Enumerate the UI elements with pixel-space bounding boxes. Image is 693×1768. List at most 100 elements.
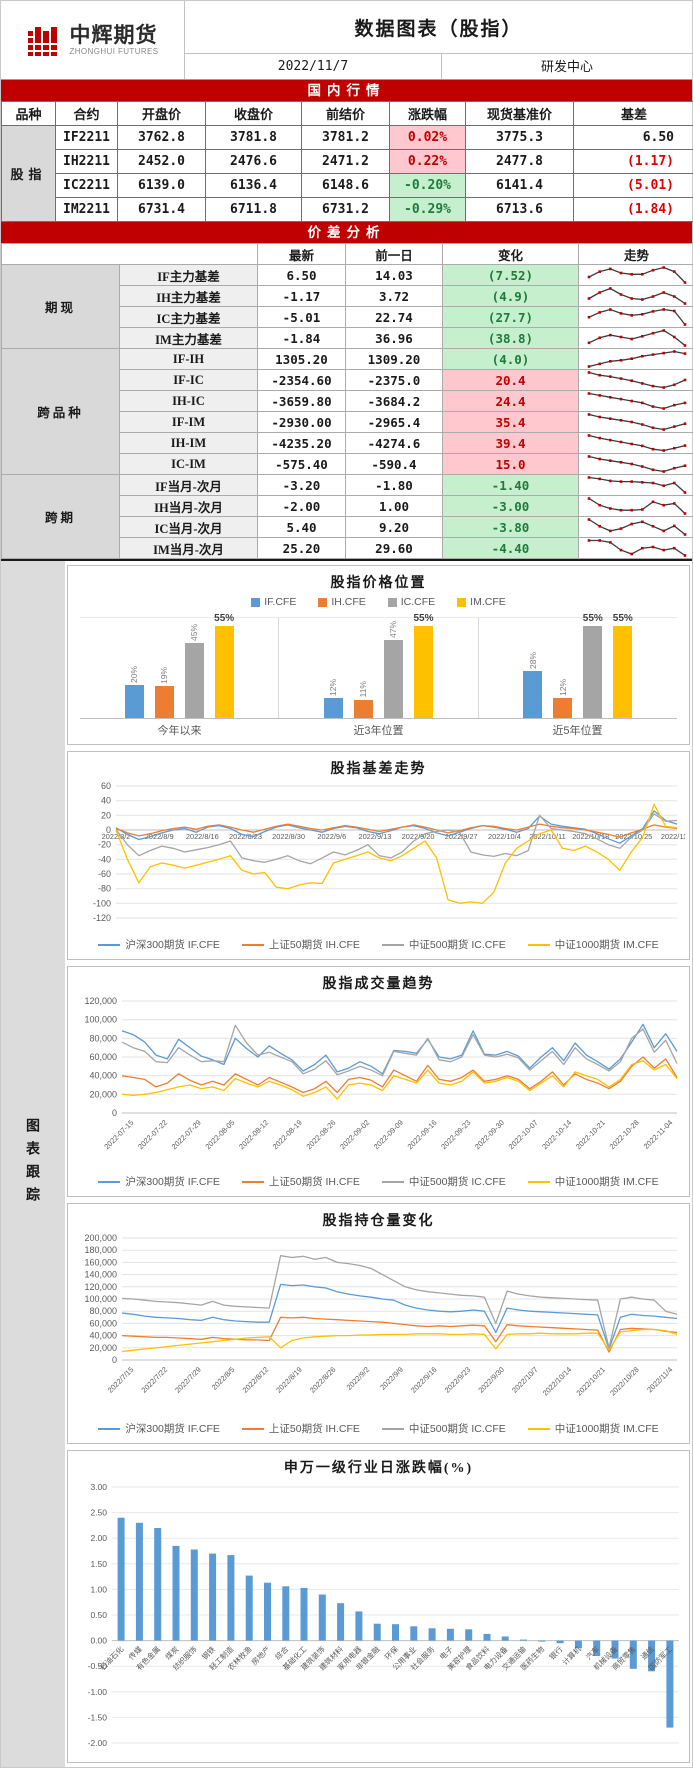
legend-item: IC.CFE	[388, 596, 435, 608]
svg-text:房地产: 房地产	[249, 1644, 272, 1667]
cell-change: (38.8)	[443, 328, 579, 349]
sparkline-trend	[587, 496, 687, 516]
legend-item: IF.CFE	[251, 596, 296, 608]
price-position-categories: 今年以来近3年位置近5年位置	[80, 719, 677, 738]
cell-close: 6136.4	[206, 174, 302, 198]
cell-spread-name: IF-IH	[120, 349, 258, 370]
cell-open: 2452.0	[118, 150, 206, 174]
bar: 55%	[583, 626, 602, 718]
cell-change: -3.00	[443, 496, 579, 517]
legend-line-swatch	[242, 944, 264, 946]
cell-spread-name: IM主力基差	[120, 328, 258, 349]
cell-change: (4.9)	[443, 286, 579, 307]
bar-value-label: 12%	[329, 679, 338, 696]
legend-item: 中证500期货 IC.CFE	[382, 937, 506, 952]
cell-latest: -5.01	[258, 307, 346, 328]
category-label: 近3年位置	[279, 719, 478, 738]
svg-text:80,000: 80,000	[89, 1306, 117, 1316]
cell-change: -0.20%	[390, 174, 466, 198]
svg-text:2022-09-30: 2022-09-30	[473, 1118, 506, 1151]
cell-trend	[579, 349, 693, 370]
cell-change: -3.80	[443, 517, 579, 538]
cell-basis: (5.01)	[574, 174, 693, 198]
svg-text:60,000: 60,000	[89, 1052, 117, 1062]
sparkline-trend	[587, 433, 687, 453]
legend-item: 上证50期货 IH.CFE	[242, 1421, 360, 1436]
bar-group: 28%12%55%55%	[478, 618, 677, 718]
svg-text:2022/10/4: 2022/10/4	[488, 832, 521, 841]
svg-text:2022/9/2: 2022/9/2	[344, 1365, 371, 1392]
cell-change: (7.52)	[443, 265, 579, 286]
bar: 55%	[414, 626, 433, 718]
svg-text:-1.50: -1.50	[88, 1712, 108, 1722]
svg-text:2022-11-04: 2022-11-04	[642, 1118, 675, 1151]
legend-label: IC.CFE	[401, 596, 435, 608]
svg-text:2022-10-07: 2022-10-07	[507, 1118, 540, 1151]
cell-trend	[579, 538, 693, 559]
research-dept: 研发中心	[441, 54, 692, 79]
legend-item: 中证500期货 IC.CFE	[382, 1174, 506, 1189]
svg-text:3.00: 3.00	[90, 1482, 107, 1492]
group-label-cell: 跨期	[2, 475, 120, 559]
company-name-cn: 中辉期货	[69, 24, 158, 47]
cell-spot: 3775.3	[466, 126, 574, 150]
cell-prev-settle: 6148.6	[302, 174, 390, 198]
svg-text:2022/8/5: 2022/8/5	[210, 1365, 237, 1392]
svg-text:2022/7/29: 2022/7/29	[173, 1365, 203, 1395]
cell-spread-name: IH当月-次月	[120, 496, 258, 517]
legend-swatch	[318, 598, 327, 607]
sparkline-trend	[587, 475, 687, 495]
legend-label: 沪深300期货 IF.CFE	[125, 1174, 220, 1189]
cell-spread-name: IM当月-次月	[120, 538, 258, 559]
table-header-row: 品种合约开盘价收盘价前结价涨跌幅现货基准价基差	[2, 102, 693, 126]
sparkline-trend	[587, 265, 687, 285]
cell-spread-name: IH-IM	[120, 433, 258, 454]
cell-latest: 25.20	[258, 538, 346, 559]
cell-spread-name: IH-IC	[120, 391, 258, 412]
sparkline-trend	[587, 517, 687, 537]
cell-latest: 1305.20	[258, 349, 346, 370]
company-logo-icon	[26, 23, 62, 57]
svg-text:2022-08-19: 2022-08-19	[271, 1118, 304, 1151]
cell-prev-day: 3.72	[346, 286, 443, 307]
svg-text:2022-08-26: 2022-08-26	[304, 1118, 337, 1151]
cell-trend	[579, 412, 693, 433]
cell-change: -0.29%	[390, 198, 466, 222]
cell-trend	[579, 454, 693, 475]
column-header: 涨跌幅	[390, 102, 466, 126]
cell-prev-day: 9.20	[346, 517, 443, 538]
column-header: 合约	[56, 102, 118, 126]
company-logo-text: 中辉期货 ZHONGHUI FUTURES	[69, 24, 158, 56]
svg-text:140,000: 140,000	[84, 1270, 117, 1280]
cell-trend	[579, 391, 693, 412]
legend-swatch	[251, 598, 260, 607]
cell-prev-day: 29.60	[346, 538, 443, 559]
legend-line-swatch	[98, 1181, 120, 1183]
cell-spread-name: IC-IM	[120, 454, 258, 475]
legend-swatch	[457, 598, 466, 607]
cell-prev-day: -3684.2	[346, 391, 443, 412]
cell-prev-day: -590.4	[346, 454, 443, 475]
legend-label: 中证500期货 IC.CFE	[409, 1174, 506, 1189]
svg-text:2022-10-21: 2022-10-21	[574, 1118, 607, 1151]
svg-text:80,000: 80,000	[89, 1033, 117, 1043]
svg-text:60: 60	[101, 781, 111, 791]
cell-spot: 6141.4	[466, 174, 574, 198]
cell-prev-day: -4274.6	[346, 433, 443, 454]
legend-item: 沪深300期货 IF.CFE	[98, 1421, 220, 1436]
cell-prev-settle: 6731.2	[302, 198, 390, 222]
svg-text:2022/10/14: 2022/10/14	[541, 1365, 574, 1398]
sparkline-trend	[587, 391, 687, 411]
column-header: 变化	[443, 244, 579, 265]
market-table-head: 品种合约开盘价收盘价前结价涨跌幅现货基准价基差	[2, 102, 693, 126]
